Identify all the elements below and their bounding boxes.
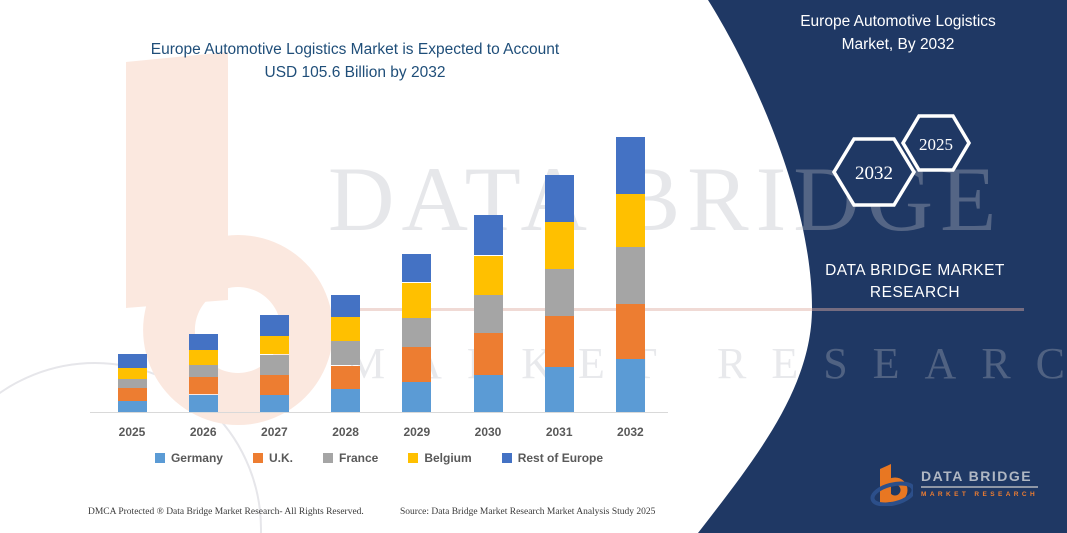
x-axis-label-2032: 2032	[617, 425, 644, 439]
logo-title: DATA BRIDGE	[921, 468, 1039, 488]
bar-segment-2032-u-k	[615, 303, 645, 360]
x-axis-label-2028: 2028	[332, 425, 359, 439]
bar-segment-2029-germany	[402, 381, 432, 412]
chart-title: Europe Automotive Logistics Market is Ex…	[75, 38, 635, 84]
bar-segment-2027-france	[259, 354, 289, 375]
legend-item-rest-of-europe: Rest of Europe	[501, 451, 604, 465]
legend-item-belgium: Belgium	[408, 451, 472, 465]
watermark-text-market-research: MARKET RESEARCH	[346, 339, 1067, 388]
chart-title-line-1: Europe Automotive Logistics Market is Ex…	[150, 41, 560, 58]
bar-segment-2030-rest-of-europe	[473, 215, 503, 256]
side-panel-brand-line-1: DATA BRIDGE MARKET	[825, 262, 1005, 279]
bar-segment-2029-u-k	[402, 346, 432, 382]
hexagon-2032-label: 2032	[855, 163, 893, 184]
legend-swatch-belgium	[408, 453, 419, 463]
legend-swatch-france	[322, 453, 333, 463]
x-axis-label-2029: 2029	[403, 425, 431, 439]
side-panel-background	[698, 0, 1067, 533]
bar-segment-2032-france	[615, 246, 645, 304]
bar-segment-2032-germany	[615, 359, 645, 412]
legend-swatch-u-k	[252, 453, 263, 463]
bar-segment-2028-belgium	[331, 317, 361, 341]
bar-segment-2030-germany	[473, 374, 503, 412]
bar-segment-2031-u-k	[544, 316, 574, 368]
legend-label-germany: Germany	[170, 451, 223, 465]
dbmr-logo-mark-icon	[870, 464, 913, 506]
bar-segment-2025-belgium	[117, 367, 147, 379]
legend-label-belgium: Belgium	[424, 451, 472, 465]
legend-swatch-rest-of-europe	[501, 453, 512, 463]
x-axis-label-2026: 2026	[189, 425, 217, 439]
legend-label-france: France	[338, 451, 379, 465]
bar-segment-2026-rest-of-europe	[188, 333, 218, 351]
bar-segment-2028-germany	[331, 389, 361, 412]
bar-segment-2027-rest-of-europe	[259, 314, 289, 337]
year-hexagons: 2025 2032	[831, 114, 972, 207]
bar-segment-2026-france	[188, 365, 218, 377]
x-axis-label-2027: 2027	[261, 425, 288, 439]
bar-segment-2027-belgium	[259, 336, 289, 355]
bar-segment-2032-rest-of-europe	[615, 137, 645, 194]
bar-segment-2025-france	[117, 378, 147, 388]
bar-segment-2030-belgium	[473, 255, 503, 295]
bar-segment-2028-u-k	[331, 365, 361, 390]
chart-legend: Germany U.K. France Belgium Rest of Europe	[90, 451, 668, 465]
bar-segment-2031-france	[544, 269, 574, 317]
x-axis-label-2030: 2030	[474, 425, 502, 439]
legend-label-u-k: U.K.	[268, 451, 293, 465]
side-panel-title-line-2: Market, By 2032	[841, 36, 955, 53]
hexagon-2032	[831, 137, 917, 207]
side-panel-brand-line-2: RESEARCH	[869, 284, 961, 301]
bar-segment-2027-u-k	[259, 374, 289, 395]
bar-segment-2032-belgium	[615, 193, 645, 247]
bar-segment-2028-rest-of-europe	[331, 295, 361, 318]
bar-segment-2030-u-k	[473, 332, 503, 375]
x-axis-line	[90, 412, 668, 413]
hexagon-2025	[900, 114, 972, 172]
bar-segment-2025-germany	[117, 401, 147, 412]
bar-segment-2029-rest-of-europe	[402, 254, 432, 283]
bar-segment-2026-u-k	[188, 376, 218, 395]
bar-segment-2031-belgium	[544, 222, 574, 269]
x-axis-label-2025: 2025	[118, 425, 146, 439]
bar-segment-2026-germany	[188, 394, 218, 412]
bar-segment-2026-belgium	[188, 350, 218, 366]
legend-label-rest-of-europe: Rest of Europe	[517, 451, 604, 465]
side-panel-title: Europe Automotive Logistics Market, By 2…	[762, 10, 1034, 56]
bar-segment-2025-rest-of-europe	[117, 353, 147, 368]
footer-source-text: Source: Data Bridge Market Research Mark…	[400, 507, 656, 517]
footer-dmca-text: DMCA Protected ® Data Bridge Market Rese…	[88, 507, 364, 517]
bar-segment-2031-rest-of-europe	[544, 175, 574, 223]
bar-segment-2029-belgium	[402, 282, 432, 319]
chart-title-line-2: USD 105.6 Billion by 2032	[264, 64, 446, 81]
bar-segment-2030-france	[473, 294, 503, 333]
bar-segment-2031-germany	[544, 367, 574, 412]
bar-segment-2029-france	[402, 318, 432, 347]
bar-segment-2025-u-k	[117, 387, 147, 402]
legend-item-france: France	[322, 451, 379, 465]
bar-segment-2028-france	[331, 341, 361, 366]
x-axis-label-2031: 2031	[545, 425, 573, 439]
watermark-underline	[336, 308, 1024, 311]
hexagon-2025-label: 2025	[919, 135, 953, 154]
side-panel-brand-text: DATA BRIDGE MARKET RESEARCH	[780, 260, 1050, 304]
legend-item-u-k: U.K.	[252, 451, 293, 465]
dbmr-logo: DATA BRIDGE MARKET RESEARCH	[869, 462, 1039, 506]
bar-segment-2027-germany	[259, 394, 289, 412]
logo-subtitle: MARKET RESEARCH	[921, 491, 1039, 498]
side-panel-title-line-1: Europe Automotive Logistics	[800, 13, 996, 30]
legend-item-germany: Germany	[154, 451, 223, 465]
legend-swatch-germany	[154, 453, 165, 463]
